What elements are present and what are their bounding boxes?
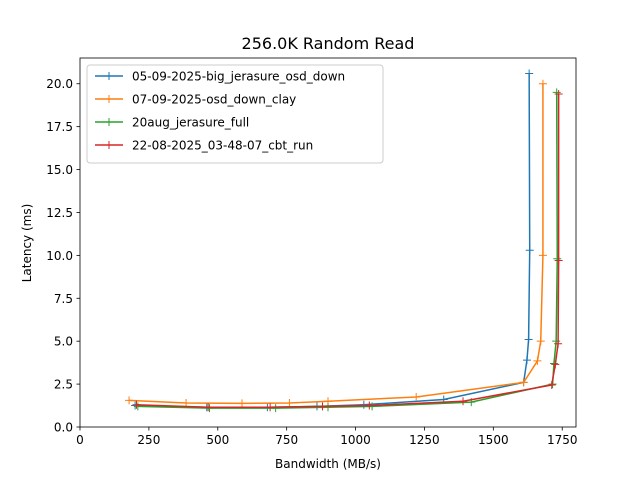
legend: 05-09-2025-big_jerasure_osd_down 07-09-20… — [86, 64, 384, 164]
plot-area — [125, 69, 563, 413]
y-tick-label: 10.0 — [46, 249, 73, 263]
axes-frame — [79, 57, 577, 428]
legend-marker — [105, 72, 113, 80]
data-point-marker — [553, 254, 562, 263]
data-point-marker — [524, 335, 533, 344]
x-tick-label: 1250 — [409, 433, 440, 447]
data-point-marker — [125, 396, 134, 405]
data-point-marker — [365, 401, 374, 410]
data-point-marker — [204, 403, 213, 412]
legend-marker — [105, 118, 113, 126]
data-point-marker — [554, 339, 563, 348]
data-point-marker — [182, 398, 191, 407]
legend-marker — [105, 95, 113, 103]
data-point-marker — [266, 403, 275, 412]
y-tick-label: 20.0 — [46, 77, 73, 91]
data-point-marker — [519, 378, 528, 387]
data-point-marker — [538, 251, 547, 260]
y-tick-label: 12.5 — [46, 206, 73, 220]
data-point-marker — [132, 400, 141, 409]
legend-label: 05-09-2025-big_jerasure_osd_down — [132, 70, 345, 84]
data-point-marker — [552, 88, 561, 97]
chart-title: 256.0K Random Read — [242, 34, 415, 53]
series-4 — [132, 90, 563, 412]
data-point-marker — [459, 397, 468, 406]
data-point-marker — [285, 398, 294, 407]
data-point-marker — [551, 360, 560, 369]
legend-box — [86, 64, 384, 164]
y-tick-label: 0.0 — [54, 421, 73, 435]
data-point-marker — [412, 392, 421, 401]
legend-label: 22-08-2025_03-48-07_cbt_run — [132, 139, 313, 153]
data-point-marker — [547, 380, 556, 389]
legend-label: 07-09-2025-osd_down_clay — [132, 93, 296, 107]
data-point-marker — [271, 404, 280, 413]
data-point-marker — [536, 337, 545, 346]
x-tick-label: 500 — [206, 433, 229, 447]
x-tick-label: 250 — [137, 433, 160, 447]
axes: 0 250 500 750 1000 1250 1500 1750 0.0 2.5 5.0 7.5 10… — [46, 57, 578, 447]
x-tick-label: 1500 — [478, 433, 509, 447]
data-point-marker — [549, 359, 558, 368]
data-point-marker — [133, 402, 142, 411]
data-point-marker — [359, 400, 368, 409]
y-tick-label: 5.0 — [54, 335, 73, 349]
x-tick-label: 0 — [76, 433, 84, 447]
y-tick-label: 17.5 — [46, 120, 73, 134]
data-point-marker — [538, 79, 547, 88]
data-point-marker — [525, 246, 534, 255]
data-point-marker — [522, 356, 531, 365]
x-tick-label: 1750 — [547, 433, 578, 447]
data-point-marker — [554, 90, 563, 99]
data-point-marker — [533, 356, 542, 365]
data-point-marker — [318, 402, 327, 411]
data-point-marker — [324, 403, 332, 412]
y-axis-label: Latency (ms) — [20, 204, 34, 283]
x-tick-label: 1000 — [340, 433, 371, 447]
y-tick-label: 7.5 — [54, 292, 73, 306]
y-tick-label: 2.5 — [54, 378, 73, 392]
legend-marker — [105, 141, 113, 149]
data-point-marker — [554, 256, 563, 265]
data-point-marker — [238, 399, 247, 408]
data-point-marker — [205, 404, 214, 413]
x-tick-label: 750 — [275, 433, 298, 447]
series-2 — [125, 79, 547, 408]
y-tick-label: 15.0 — [46, 163, 73, 177]
legend-label: 20aug_jerasure_full — [132, 116, 249, 130]
data-point-marker — [525, 69, 534, 78]
x-axis-label: Bandwidth (MB/s) — [275, 457, 381, 471]
